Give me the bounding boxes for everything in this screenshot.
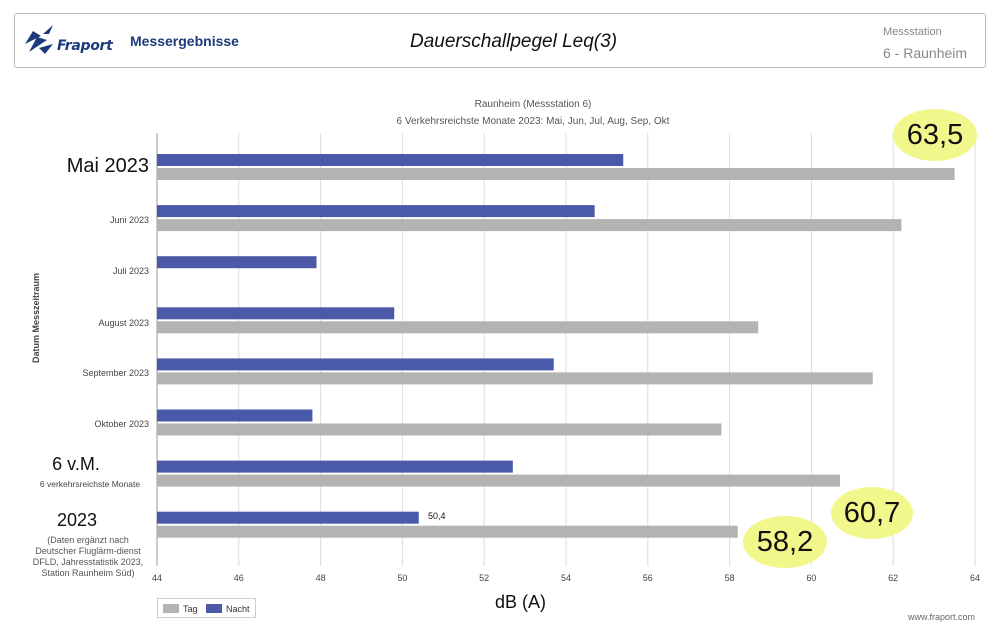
bar-nacht-2[interactable] — [157, 256, 317, 269]
x-tick-label: 50 — [397, 573, 408, 583]
category-label-juni: Juni 2023 — [109, 215, 149, 225]
x-tick-label: 52 — [479, 573, 490, 583]
bar-tag-3[interactable] — [157, 321, 759, 334]
x-tick-label: 44 — [151, 573, 162, 583]
category-note-6vm: 6 verkehrsreichste Monate — [39, 479, 141, 489]
crane-logo-icon — [25, 25, 53, 54]
legend-label-tag[interactable]: Tag — [183, 604, 198, 614]
bar-nacht-3[interactable] — [157, 307, 395, 320]
header-bar: Fraport Messergebnisse Dauerschallpegel … — [14, 13, 986, 68]
chart-legend[interactable]: Tag Nacht — [157, 598, 256, 618]
annotation-bubble-mai-tag: 63,5 — [893, 109, 977, 161]
bar-nacht-5[interactable] — [157, 409, 313, 422]
bar-tag-5[interactable] — [157, 423, 722, 436]
category-label-mai: Mai 2023 — [66, 155, 149, 177]
category-label-august: August 2023 — [98, 318, 149, 328]
annotation-bubble-2023-tag: 58,2 — [743, 516, 827, 568]
bar-tag-1[interactable] — [157, 219, 902, 232]
legend-label-nacht[interactable]: Nacht — [226, 604, 250, 614]
x-tick-label: 48 — [315, 573, 326, 583]
x-tick-label: 54 — [560, 573, 571, 583]
x-tick-label: 58 — [724, 573, 735, 583]
bar-nacht-1[interactable] — [157, 205, 595, 218]
x-tick-label: 60 — [806, 573, 817, 583]
chart-title: Raunheim (Messstation 6) — [474, 99, 592, 110]
bar-nacht-7[interactable] — [157, 511, 419, 524]
bar-tag-4[interactable] — [157, 372, 873, 385]
category-label-2023: 2023 — [56, 510, 98, 530]
legend-swatch-nacht — [206, 604, 222, 613]
data-label-nacht-2023: 50,4 — [428, 511, 446, 521]
annotation-bubble-6vm-tag: 60,7 — [831, 487, 913, 539]
bar-tag-6[interactable] — [157, 474, 841, 487]
category-note-2023: (Daten ergänzt nach Deutscher Fluglärm-d… — [32, 535, 144, 578]
bar-tag-0[interactable] — [157, 168, 955, 180]
x-tick-label: 64 — [969, 573, 980, 583]
footer-url[interactable]: www.fraport.com — [908, 612, 976, 622]
legend-swatch-tag — [163, 604, 179, 613]
section-title: Messergebnisse — [130, 33, 239, 49]
x-tick-label: 62 — [888, 573, 899, 583]
chart-subtitle: 6 Verkehrsreichste Monate 2023: Mai, Jun… — [396, 116, 670, 127]
x-tick-label: 46 — [233, 573, 244, 583]
y-axis-title: Datum Messzeitraum — [31, 272, 41, 364]
bar-series — [157, 154, 955, 538]
bar-nacht-6[interactable] — [157, 460, 513, 473]
station-value: 6 - Raunheim — [883, 45, 968, 61]
bar-nacht-0[interactable] — [157, 154, 624, 166]
category-label-juli: Juli 2023 — [112, 266, 149, 276]
category-label-6vm: 6 v.M. — [52, 454, 100, 474]
bar-tag-7[interactable] — [157, 525, 738, 538]
category-label-september: September 2023 — [82, 368, 149, 378]
page-title: Dauerschallpegel Leq(3) — [410, 31, 618, 52]
x-tick-label: 56 — [642, 573, 653, 583]
category-label-oktober: Oktober 2023 — [94, 419, 149, 429]
station-label: Messstation — [883, 26, 942, 38]
logo-text: Fraport — [57, 38, 113, 54]
fraport-logo[interactable]: Fraport — [23, 22, 119, 62]
x-axis-title: dB (A) — [495, 592, 547, 612]
bar-nacht-4[interactable] — [157, 358, 554, 371]
